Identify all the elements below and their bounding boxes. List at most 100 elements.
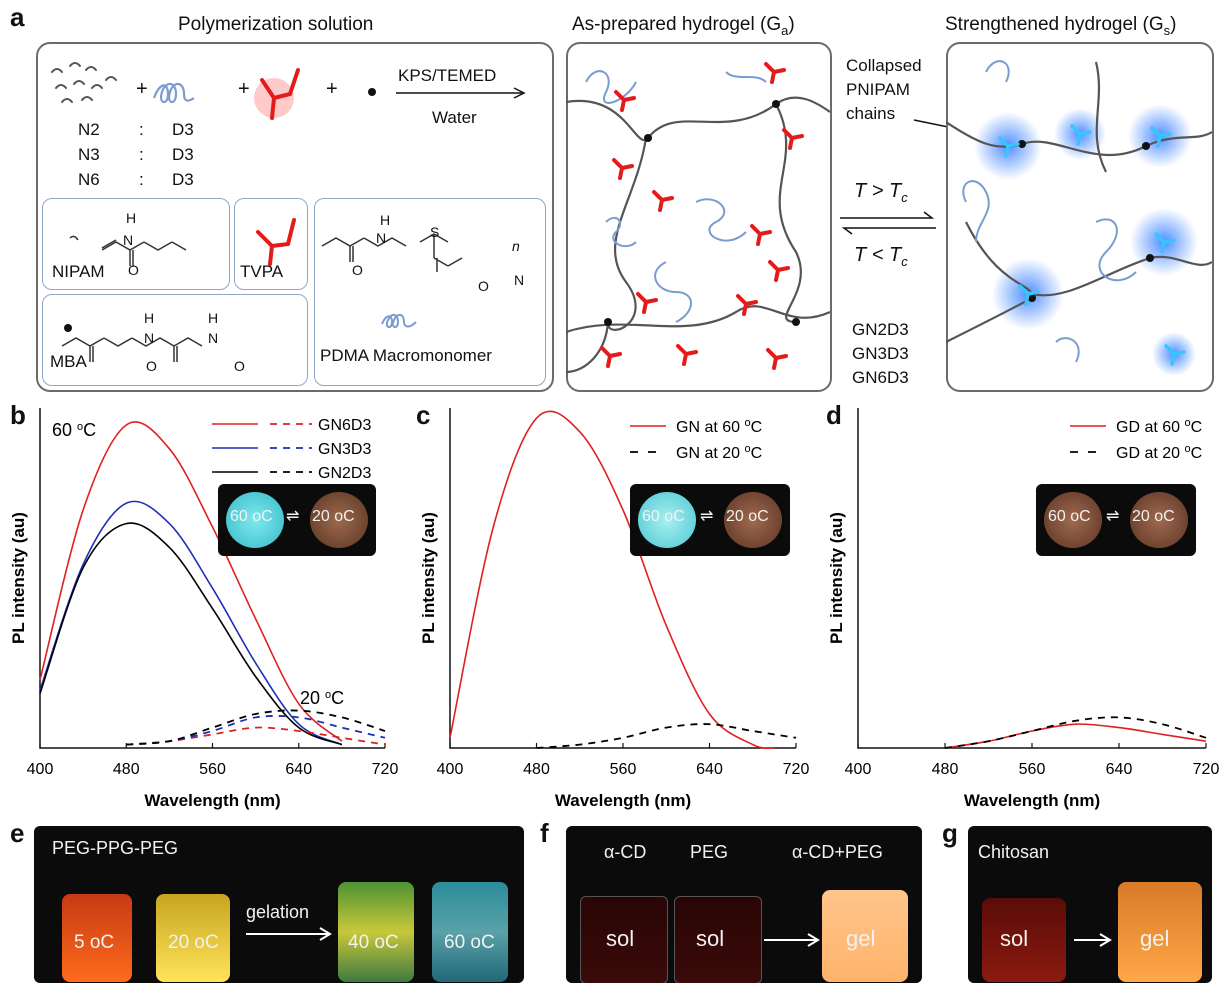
ratio-1-left: N2	[78, 120, 100, 139]
ratio-2-sep: :	[139, 145, 144, 164]
sample-list: GN2D3 GN3D3 GN6D3	[852, 320, 909, 387]
tvpa-structure-icon	[256, 218, 296, 266]
inset-label-hot: 60 oC	[642, 508, 685, 525]
collapsed-tvpa-cluster-icons	[998, 124, 1186, 366]
atom-h-mba-2: H	[208, 310, 219, 326]
series-line-gn3d3-20c	[126, 715, 386, 746]
mba-structure-box	[42, 294, 308, 386]
atom-h-mba-1: H	[144, 310, 155, 326]
x-axis-title: Wavelength (nm)	[555, 791, 691, 810]
dim-hydrogel-disc	[724, 492, 782, 548]
inset-label-cold: 20 oC	[1132, 508, 1175, 525]
legend-label: GN2D3	[318, 465, 371, 482]
atom-n-pdma-2: N	[514, 272, 525, 288]
tvpa-icon	[254, 68, 300, 120]
inset-label-hot: 60 oC	[230, 508, 273, 525]
pdma-coil-icon	[152, 82, 195, 104]
x-tick-label: 720	[372, 761, 399, 778]
mixing-arrow-icon	[764, 933, 820, 947]
glowing-hydrogel-disc	[638, 492, 696, 548]
x-tick-label: 560	[610, 761, 637, 778]
chart-d: 400 480 560 640 720 Wavelength (nm) PL intensi…	[827, 408, 1219, 810]
panel-a-title-right: Strengthened hydrogel (Gs)	[945, 14, 1177, 38]
x-axis-title: Wavelength (nm)	[964, 791, 1100, 810]
chemical-structures	[61, 218, 463, 362]
chart-b: 400 480 560 640 720 Wavelength (nm) PL intensi…	[9, 408, 399, 810]
atom-n-mba-2: N	[208, 330, 219, 346]
strengthened-network-illustration	[946, 60, 1212, 376]
legend-label: GN3D3	[318, 441, 371, 458]
panel-letter-a: a	[10, 2, 25, 32]
nipam-structure-box	[42, 198, 230, 290]
ratio-1-sep: :	[139, 120, 144, 139]
atom-s-pdma: S	[430, 224, 440, 240]
y-axis-title: PL intensity (au)	[827, 512, 846, 644]
panel-g-title: Chitosan	[978, 842, 1050, 862]
tvpa-scatter-icons	[600, 62, 804, 370]
equilibrium-arrows-icon	[840, 211, 936, 235]
pdma-small-coil-icon	[381, 314, 417, 328]
mba-label: MBA	[50, 352, 87, 371]
panel-letter-g: g	[942, 818, 958, 848]
inset-label-hot: 60 oC	[1048, 508, 1091, 525]
inset-switch-icon: ⇌	[286, 508, 300, 525]
series-line-gn6d3-20c	[126, 726, 386, 746]
x-tick-label: 640	[696, 761, 723, 778]
x-tick-label: 560	[199, 761, 226, 778]
x-axis-title: Wavelength (nm)	[144, 791, 280, 810]
series-line-gn2d3-60c	[39, 522, 343, 746]
state-sol-2: sol	[696, 926, 725, 951]
annotation-20c: 20 oC	[300, 688, 344, 708]
state-sol-1: sol	[606, 926, 635, 951]
vial-chitosan-gel	[1118, 882, 1202, 982]
legend-label: GN6D3	[318, 417, 371, 434]
inset-switch-icon: ⇌	[1106, 508, 1120, 525]
subscript-n: n	[512, 238, 520, 254]
x-tick-label: 400	[845, 761, 872, 778]
series-line-gn-at-60-oc	[449, 410, 775, 750]
gelation-arrow-icon	[246, 927, 332, 941]
legend-label: GN at 20 oC	[676, 443, 762, 462]
series-line-gd-at-60-oc	[944, 723, 1207, 749]
plus-sign-2: +	[238, 78, 250, 100]
x-tick-label: 480	[523, 761, 550, 778]
as-prepared-network-illustration	[566, 62, 830, 374]
plus-sign-3: +	[326, 78, 338, 100]
vial-label-20c: 20 oC	[168, 932, 219, 953]
state-gel: gel	[846, 926, 876, 951]
gelation-label: gelation	[246, 902, 310, 922]
state-sol: sol	[1000, 926, 1029, 951]
mba-dot-icon	[368, 88, 376, 96]
label-alpha-cd: α-CD	[604, 842, 647, 862]
vial-20c	[156, 894, 230, 982]
pdma-label: PDMA Macromonomer	[320, 346, 492, 365]
atom-o-mba-1: O	[146, 358, 157, 374]
mba-structure-dot-icon	[64, 324, 72, 332]
annotation-60c: 60 oC	[52, 420, 96, 440]
tvpa-label: TVPA	[240, 262, 284, 281]
legend-label: GD at 60 oC	[1116, 417, 1202, 436]
vial-label-40c: 40 oC	[348, 932, 399, 953]
x-tick-label: 720	[783, 761, 810, 778]
series-line-gn6d3-60c	[39, 421, 343, 742]
vial-40c	[338, 882, 414, 982]
panel-letter-c: c	[416, 400, 431, 430]
transition-cooling-label: T < Tc	[854, 244, 908, 269]
x-tick-label: 640	[1106, 761, 1133, 778]
panel-a-title-mid: As-prepared hydrogel (Ga)	[572, 14, 795, 38]
vial-5c	[62, 894, 132, 982]
dim-hydrogel-disc	[1044, 492, 1102, 548]
nipam-monomer-icon	[51, 62, 117, 103]
ratio-1-right: D3	[172, 120, 194, 139]
series-line-gn3d3-60c	[39, 500, 343, 746]
x-tick-label: 400	[27, 761, 54, 778]
reaction-condition-bottom: Water	[432, 108, 477, 127]
vial-alpha-cd	[580, 896, 668, 983]
panel-a-title-left: Polymerization solution	[178, 14, 374, 35]
dim-hydrogel-disc	[310, 492, 368, 548]
transition-heating-label: T > Tc	[854, 180, 908, 205]
series-line-gn-at-20-oc	[536, 723, 797, 749]
pdma-structure-box	[314, 198, 546, 386]
vial-chitosan-sol	[982, 898, 1066, 982]
vial-alpha-cd-peg	[822, 890, 908, 982]
